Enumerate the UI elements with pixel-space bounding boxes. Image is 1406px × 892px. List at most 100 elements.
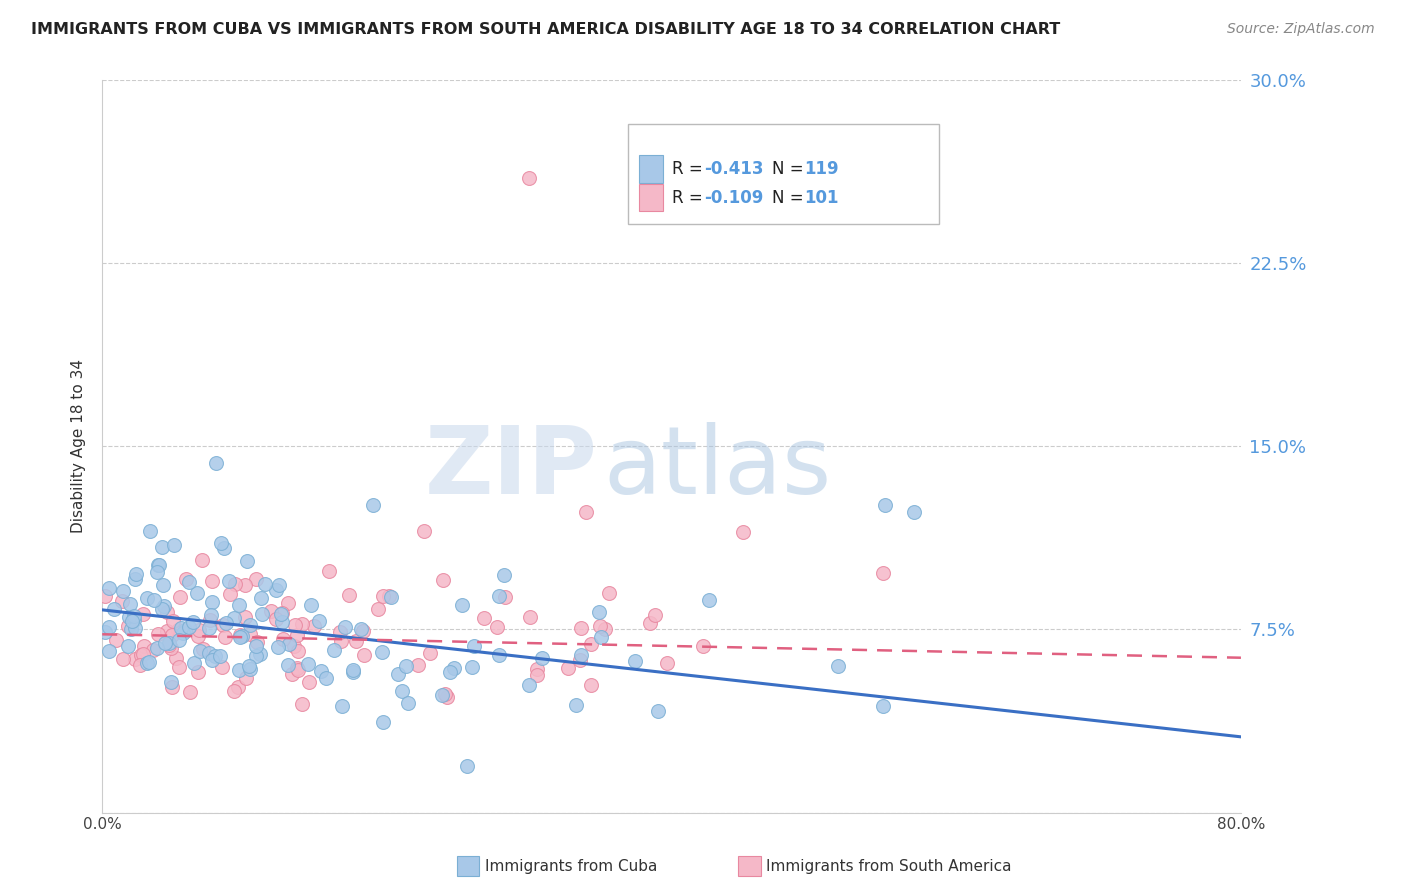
- Point: [132, 648, 155, 662]
- Point: [378, 589, 401, 603]
- Point: [463, 639, 485, 653]
- Point: [624, 655, 647, 669]
- Point: [152, 578, 174, 592]
- Text: N =: N =: [772, 189, 808, 207]
- Point: [246, 634, 269, 648]
- Point: [97, 620, 120, 634]
- Point: [209, 536, 232, 550]
- Point: [644, 608, 666, 623]
- Point: [353, 648, 375, 663]
- Point: [395, 658, 418, 673]
- Point: [342, 665, 364, 680]
- Point: [224, 610, 246, 624]
- Point: [249, 647, 271, 661]
- Point: [218, 574, 240, 588]
- Point: [250, 591, 273, 606]
- Point: [236, 554, 259, 568]
- Point: [588, 605, 610, 619]
- Point: [264, 582, 287, 597]
- Point: [200, 608, 222, 623]
- Point: [208, 648, 231, 663]
- Point: [188, 644, 211, 658]
- Point: [120, 622, 142, 636]
- Point: [245, 573, 267, 587]
- Point: [183, 657, 205, 671]
- Point: [170, 621, 193, 635]
- Text: atlas: atlas: [603, 422, 831, 514]
- Point: [655, 656, 678, 670]
- Point: [329, 625, 352, 640]
- Point: [565, 698, 588, 712]
- Point: [176, 572, 198, 586]
- Point: [517, 678, 540, 692]
- Point: [187, 624, 209, 638]
- Point: [589, 630, 612, 644]
- Point: [165, 651, 187, 665]
- Point: [456, 759, 478, 773]
- Point: [380, 590, 402, 604]
- Point: [419, 646, 441, 660]
- Point: [488, 648, 510, 662]
- Point: [148, 558, 170, 573]
- Point: [104, 633, 127, 648]
- Point: [97, 643, 120, 657]
- Point: [219, 587, 242, 601]
- Point: [233, 610, 256, 624]
- Point: [436, 690, 458, 705]
- Point: [872, 566, 894, 581]
- Point: [121, 614, 143, 628]
- Point: [530, 650, 553, 665]
- Point: [579, 637, 602, 651]
- Point: [198, 614, 221, 628]
- Point: [298, 675, 321, 690]
- Point: [124, 572, 146, 586]
- Point: [146, 558, 169, 573]
- Point: [201, 595, 224, 609]
- Point: [112, 584, 135, 599]
- Point: [150, 540, 173, 554]
- Point: [285, 661, 308, 675]
- Point: [153, 636, 176, 650]
- Point: [191, 552, 214, 566]
- Point: [297, 657, 319, 671]
- Point: [342, 663, 364, 677]
- Point: [97, 581, 120, 595]
- Point: [103, 602, 125, 616]
- Text: IMMIGRANTS FROM CUBA VS IMMIGRANTS FROM SOUTH AMERICA DISABILITY AGE 18 TO 34 CO: IMMIGRANTS FROM CUBA VS IMMIGRANTS FROM …: [31, 22, 1060, 37]
- Point: [198, 621, 221, 635]
- Point: [131, 607, 153, 622]
- Point: [186, 586, 208, 600]
- Point: [94, 589, 117, 603]
- Point: [517, 170, 540, 185]
- Point: [526, 662, 548, 676]
- Point: [160, 640, 183, 655]
- Point: [193, 642, 215, 657]
- Point: [593, 622, 616, 636]
- Point: [198, 646, 221, 660]
- Text: N =: N =: [772, 160, 808, 178]
- Point: [575, 505, 598, 519]
- Point: [315, 671, 337, 685]
- Point: [122, 613, 145, 627]
- Point: [460, 660, 482, 674]
- Y-axis label: Disability Age 18 to 34: Disability Age 18 to 34: [72, 359, 86, 533]
- Point: [156, 605, 179, 619]
- Point: [450, 598, 472, 612]
- Point: [131, 648, 153, 662]
- Point: [177, 620, 200, 634]
- Point: [157, 636, 180, 650]
- Point: [488, 590, 510, 604]
- Point: [229, 628, 252, 642]
- Point: [111, 652, 134, 666]
- Point: [277, 596, 299, 610]
- Point: [301, 599, 323, 613]
- Point: [239, 617, 262, 632]
- Point: [367, 602, 389, 616]
- Text: -0.109: -0.109: [704, 189, 763, 207]
- Point: [308, 615, 330, 629]
- Point: [169, 590, 191, 604]
- Point: [205, 456, 228, 470]
- Point: [136, 591, 159, 605]
- Point: [270, 607, 292, 621]
- Point: [117, 618, 139, 632]
